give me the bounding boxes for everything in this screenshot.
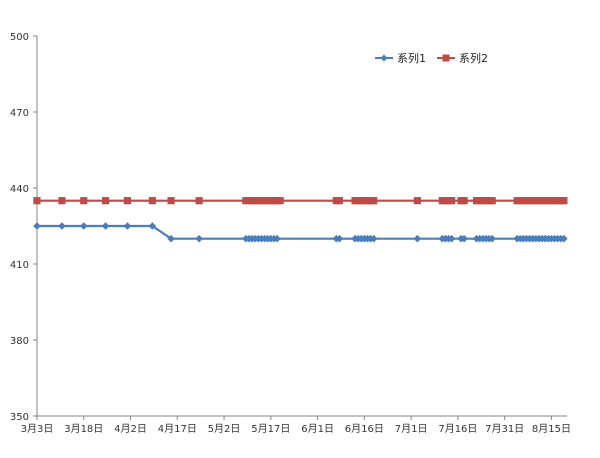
data-point-square <box>167 197 175 205</box>
x-tick-label: 3月18日 <box>64 423 103 435</box>
data-point-diamond <box>273 234 281 243</box>
data-point-square <box>335 197 344 205</box>
x-tick-label: 6月1日 <box>301 423 334 435</box>
y-tick-label: 350 <box>10 412 29 423</box>
x-tick-label: 7月16日 <box>438 423 477 435</box>
legend-entry-2: 系列2 <box>437 51 488 65</box>
data-point-diamond <box>148 222 157 230</box>
legend-label: 系列1 <box>397 51 426 65</box>
data-point-diamond <box>560 234 568 243</box>
data-point-square <box>123 197 132 205</box>
x-tick-label: 4月17日 <box>158 423 197 435</box>
series-layer <box>33 197 568 243</box>
x-tick-label: 3月3日 <box>21 423 54 435</box>
legend-entry-1: 系列1 <box>375 51 426 65</box>
legend: 系列1 系列2 <box>375 51 488 65</box>
data-point-diamond <box>167 234 175 243</box>
data-point-diamond <box>488 234 496 243</box>
data-point-square <box>195 197 203 205</box>
y-tick-label: 380 <box>10 336 29 347</box>
x-tick-label: 5月17日 <box>251 423 290 435</box>
data-point-square <box>448 197 456 205</box>
data-point-square <box>413 197 421 205</box>
series-1 <box>33 222 568 243</box>
data-point-diamond <box>33 222 41 230</box>
axes: 350 380 410 440 470 500 3月3日 3月18日 4月2日 4月17日 5月2日… <box>10 32 571 435</box>
data-point-square <box>276 197 284 205</box>
x-tick-label: 7月31日 <box>485 423 524 435</box>
data-point-square <box>488 197 496 205</box>
data-point-diamond <box>79 222 88 230</box>
y-tick-label: 410 <box>10 260 29 271</box>
data-point-square <box>80 197 88 205</box>
data-point-diamond <box>369 234 378 243</box>
data-point-square <box>148 197 156 205</box>
series-2 <box>33 197 568 205</box>
data-point-diamond <box>58 222 66 230</box>
x-tick-label: 8月15日 <box>532 423 571 435</box>
x-tick-label: 7月1日 <box>395 423 428 435</box>
legend-label: 系列2 <box>459 51 488 65</box>
legend-marker-diamond <box>380 54 388 62</box>
y-tick-label: 500 <box>10 32 29 43</box>
data-point-square <box>370 197 378 205</box>
data-point-square <box>460 197 468 205</box>
data-point-diamond <box>123 222 132 230</box>
data-point-diamond <box>447 234 456 243</box>
data-point-diamond <box>335 234 344 243</box>
data-point-diamond <box>413 234 422 243</box>
data-point-square <box>101 197 110 205</box>
data-point-square <box>33 197 41 205</box>
legend-marker-square <box>442 54 450 62</box>
data-point-square <box>560 197 568 205</box>
data-point-diamond <box>101 222 110 230</box>
y-tick-label: 440 <box>10 184 29 195</box>
y-tick-label: 470 <box>10 108 29 119</box>
x-tick-label: 4月2日 <box>114 423 147 435</box>
data-point-diamond <box>195 234 203 243</box>
data-point-square <box>58 197 66 205</box>
data-point-diamond <box>460 234 468 243</box>
x-tick-label: 5月2日 <box>208 423 241 435</box>
x-tick-label: 6月16日 <box>345 423 384 435</box>
